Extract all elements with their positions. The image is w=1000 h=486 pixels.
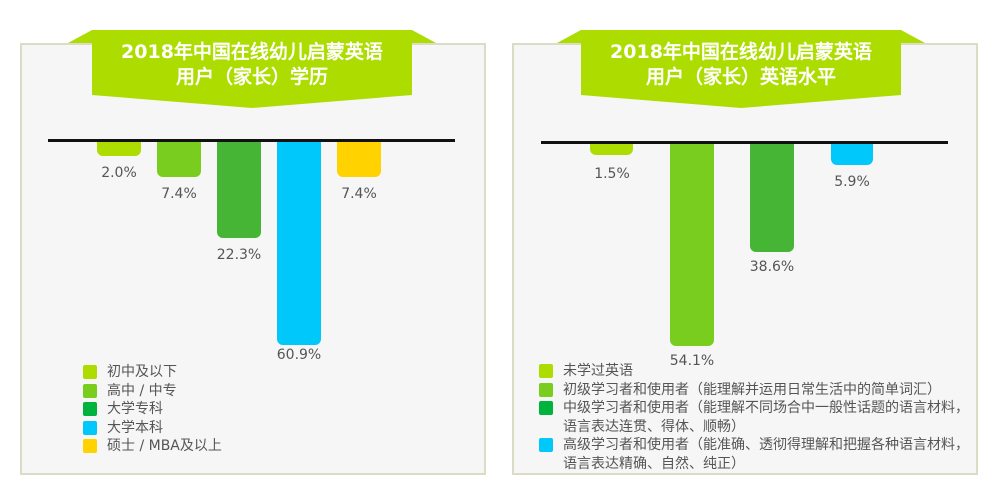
bar-value-label: 22.3% (216, 247, 262, 263)
banner-ribbon-shape (557, 30, 925, 108)
legend-item: 初中及以下 (83, 363, 222, 382)
bar-value-label: 60.9% (276, 347, 322, 363)
bar-value-label: 2.0% (101, 165, 137, 181)
legend-swatch (83, 439, 97, 453)
bar-master-or-above (337, 142, 381, 177)
bar-junior-high-or-below (97, 142, 141, 156)
english-level-legend: 未学过英语 初级学习者和使用者（能理解并运用日常生活中的简单词汇） 中级学习者和… (539, 362, 969, 473)
bar-value-label: 38.6% (749, 259, 795, 275)
education-chart-title-banner: 2018年中国在线幼儿启蒙英语 用户（家长）学历 (68, 30, 436, 110)
legend-item: 高中 / 中专 (83, 382, 222, 401)
bar-never-learned-english (590, 144, 633, 155)
legend-item: 未学过英语 (539, 362, 969, 381)
legend-item: 中级学习者和使用者（能理解不同场合中一般性话题的语言材料，语言表达连贯、得体、顺… (539, 399, 969, 436)
chart-baseline (48, 139, 455, 142)
bar-value-label: 7.4% (341, 186, 377, 202)
legend-swatch (539, 382, 553, 397)
bar-value-label: 54.1% (669, 353, 715, 369)
chart-title: 2018年中国在线幼儿启蒙英语 用户（家长）学历 (121, 41, 383, 88)
legend-swatch (83, 383, 97, 398)
legend-item: 大学专科 (83, 400, 222, 419)
bar-value-label: 5.9% (834, 174, 870, 190)
bar-beginner (670, 144, 714, 346)
legend-swatch (539, 438, 553, 452)
bar-college-diploma (217, 142, 261, 238)
legend-item: 大学本科 (83, 419, 222, 438)
bar-bachelor (277, 142, 321, 345)
legend-swatch (539, 364, 553, 378)
legend-item: 硕士 / MBA及以上 (83, 437, 222, 456)
bar-high-school (157, 142, 201, 177)
english-level-chart-title-banner: 2018年中国在线幼儿启蒙英语 用户（家长）英语水平 (557, 30, 925, 110)
education-legend: 初中及以下 高中 / 中专 大学专科 大学本科 硕士 / MBA及以上 (83, 363, 222, 456)
legend-swatch (83, 402, 97, 416)
bar-value-label: 1.5% (594, 166, 630, 182)
bar-advanced (831, 144, 873, 165)
banner-ribbon-shape (68, 30, 436, 108)
legend-item: 初级学习者和使用者（能理解并运用日常生活中的简单词汇） (539, 381, 969, 400)
education-chart-panel (20, 43, 486, 475)
legend-swatch (83, 420, 97, 435)
chart-baseline (541, 141, 948, 144)
bar-value-label: 7.4% (161, 186, 197, 202)
bar-intermediate (750, 144, 794, 252)
chart-title: 2018年中国在线幼儿启蒙英语 用户（家长）英语水平 (610, 41, 872, 88)
legend-swatch (83, 365, 97, 379)
legend-item: 高级学习者和使用者（能准确、透彻得理解和把握各种语言材料，语言表达精确、自然、纯… (539, 436, 969, 473)
legend-swatch (539, 401, 553, 415)
